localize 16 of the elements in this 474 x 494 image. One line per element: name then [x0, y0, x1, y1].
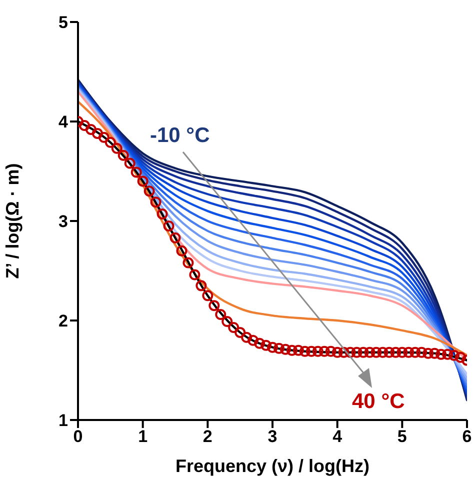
x-tick-label: 6: [462, 427, 472, 446]
y-tick-label: 4: [58, 112, 69, 132]
annotation: 40 °C: [352, 390, 405, 414]
y-tick-label: 5: [58, 13, 68, 32]
x-tick-label: 5: [397, 427, 407, 446]
x-tick-label: 2: [202, 427, 212, 446]
y-tick-label: 3: [58, 212, 68, 232]
y-tick-label: 1: [58, 411, 68, 430]
x-tick-label: 0: [73, 427, 83, 446]
annotation: -10 °C: [150, 124, 210, 148]
x-tick-label: 3: [268, 427, 278, 446]
x-axis-title: Frequency (ν) / log(Hz): [175, 456, 370, 476]
x-tick-label: 4: [332, 427, 343, 446]
x-tick-label: 1: [138, 427, 148, 446]
y-tick-label: 2: [58, 312, 68, 331]
y-axis-title: Z’ / log(Ω · m): [2, 163, 22, 279]
